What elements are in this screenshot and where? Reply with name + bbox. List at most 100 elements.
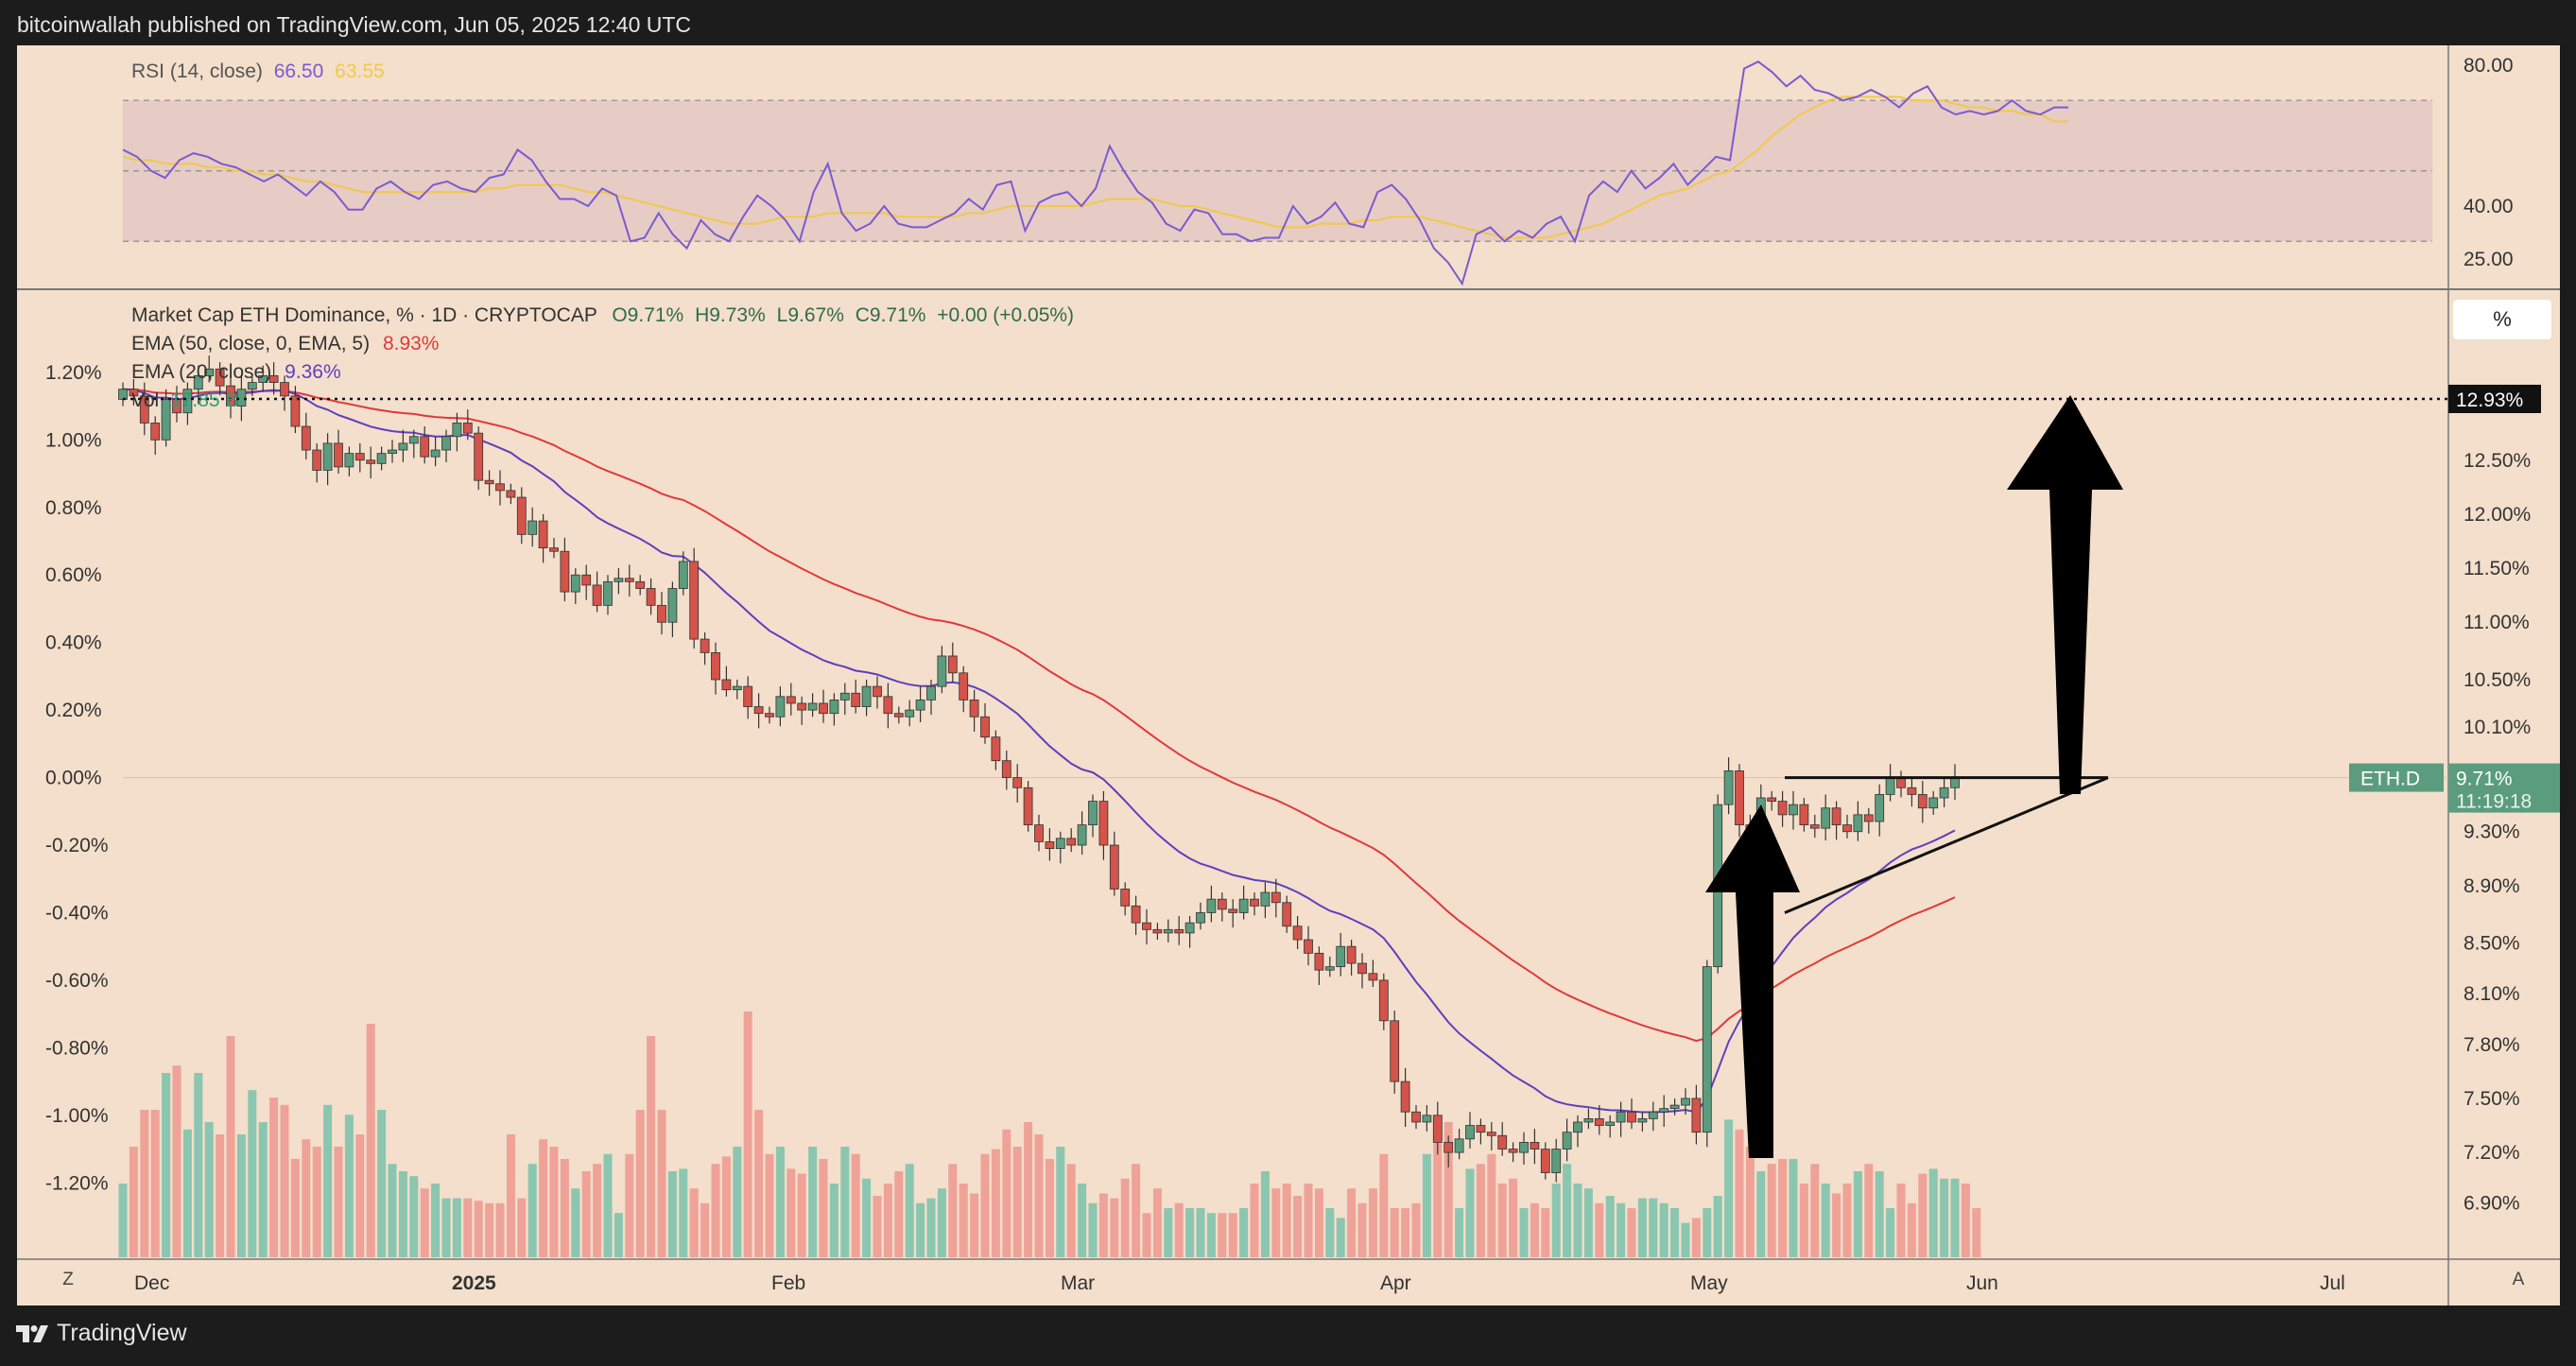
volume-bar bbox=[905, 1164, 914, 1257]
volume-bar bbox=[1132, 1164, 1141, 1257]
candle-up bbox=[344, 453, 354, 468]
volume-bar bbox=[614, 1213, 623, 1257]
volume-bar bbox=[1336, 1218, 1345, 1257]
right-axis-tick: 12.50% bbox=[2464, 450, 2531, 472]
volume-bar bbox=[344, 1115, 354, 1257]
volume-bar bbox=[1637, 1198, 1647, 1257]
left-axis-tick: 1.00% bbox=[45, 429, 102, 451]
volume-bar bbox=[765, 1153, 774, 1257]
volume-bar bbox=[1573, 1184, 1582, 1257]
volume-bar bbox=[1120, 1178, 1130, 1257]
rsi-legend-title: RSI (14, close) bbox=[131, 61, 263, 82]
volume-bar bbox=[883, 1184, 892, 1257]
chart-canvas[interactable]: 80.00 40.00 25.00 1.20% 1.00% 0.80% 0.60% 0.40%… bbox=[17, 45, 2560, 1305]
left-axis-tick: 1.20% bbox=[45, 362, 102, 384]
volume-bar bbox=[1422, 1153, 1431, 1257]
right-axis-tick: 11.50% bbox=[2464, 558, 2530, 579]
candle-down bbox=[1034, 824, 1044, 842]
candle-down bbox=[1540, 1149, 1550, 1173]
left-axis-tick: 0.80% bbox=[45, 497, 102, 519]
ema50-legend: EMA (50, close, 0, EMA, 5) 8.93% bbox=[131, 333, 439, 355]
candle-down bbox=[1799, 804, 1809, 825]
volume-bar bbox=[226, 1036, 235, 1257]
candle-down bbox=[851, 692, 861, 707]
volume-bar bbox=[1509, 1178, 1518, 1257]
candle-up bbox=[570, 574, 580, 593]
volume-bar bbox=[441, 1198, 451, 1257]
volume-bar bbox=[549, 1147, 559, 1257]
volume-bar bbox=[797, 1173, 806, 1257]
volume-bar bbox=[474, 1201, 483, 1257]
volume-bar bbox=[1196, 1208, 1205, 1257]
candle-up bbox=[322, 442, 333, 471]
candle-up bbox=[236, 389, 247, 407]
rsi-axis-tick: 25.00 bbox=[2464, 249, 2514, 270]
candle-up bbox=[527, 520, 538, 535]
volume-bar bbox=[1886, 1208, 1895, 1257]
candle-up bbox=[1336, 945, 1346, 968]
left-axis-tick: 0.40% bbox=[45, 632, 102, 654]
candle-down bbox=[1842, 824, 1852, 833]
candle-down bbox=[1131, 905, 1141, 924]
volume-bar bbox=[388, 1164, 397, 1257]
volume-bar bbox=[1357, 1202, 1367, 1257]
chart-svg[interactable]: 80.00 40.00 25.00 1.20% 1.00% 0.80% 0.60% 0.40%… bbox=[17, 45, 2560, 1305]
candle-up bbox=[829, 700, 839, 715]
volume-bar bbox=[948, 1164, 958, 1257]
volume-bar bbox=[527, 1164, 537, 1257]
volume-bar bbox=[1260, 1171, 1270, 1257]
left-axis-tick: -1.00% bbox=[45, 1105, 109, 1127]
main-legend: Market Cap ETH Dominance, % · 1D · CRYPT… bbox=[131, 304, 1074, 327]
candle-down bbox=[495, 483, 505, 492]
right-axis-tick: 7.80% bbox=[2464, 1034, 2520, 1056]
volume-bar bbox=[700, 1202, 710, 1257]
volume-bar bbox=[1250, 1184, 1259, 1257]
volume-bar bbox=[808, 1147, 818, 1257]
volume-bar bbox=[1703, 1208, 1712, 1257]
candle-down bbox=[711, 651, 720, 681]
volume-bar bbox=[1928, 1168, 1938, 1257]
rsi-axis-tick: 40.00 bbox=[2464, 196, 2514, 217]
candle-up bbox=[1422, 1115, 1432, 1123]
volume-bar bbox=[657, 1110, 666, 1257]
volume-bar bbox=[236, 1134, 246, 1257]
volume-bar bbox=[1228, 1213, 1237, 1257]
left-axis-tick: -0.80% bbox=[45, 1037, 109, 1059]
candle-up bbox=[1702, 966, 1712, 1133]
volume-bar bbox=[1078, 1184, 1087, 1257]
volume-bar bbox=[1896, 1184, 1906, 1257]
candle-up bbox=[1088, 801, 1098, 825]
ohlc-close: C9.71% bbox=[855, 304, 926, 326]
percent-scale-button[interactable]: % bbox=[2453, 300, 2551, 339]
candle-down bbox=[226, 385, 235, 407]
volume-bar bbox=[1810, 1164, 1820, 1257]
zoom-left-button[interactable]: Z bbox=[62, 1270, 74, 1289]
volume-bar bbox=[334, 1147, 343, 1257]
candle-down bbox=[538, 520, 548, 549]
candle-down bbox=[1896, 777, 1906, 788]
candle-down bbox=[1282, 902, 1292, 927]
volume-bar bbox=[970, 1193, 979, 1257]
candle-down bbox=[1152, 928, 1163, 934]
volume-bar bbox=[1519, 1208, 1529, 1257]
volume-bar bbox=[1379, 1153, 1389, 1257]
candle-up bbox=[1583, 1117, 1594, 1123]
candle-down bbox=[150, 423, 161, 441]
time-axis-tick: Dec bbox=[134, 1272, 169, 1294]
candle-down bbox=[1432, 1115, 1443, 1143]
candle-up bbox=[441, 436, 451, 451]
tradingview-brand: TradingView bbox=[57, 1320, 187, 1346]
candle-up bbox=[1206, 898, 1217, 913]
candle-up bbox=[430, 449, 441, 458]
ohlc-high: H9.73% bbox=[695, 304, 766, 326]
published-text: bitcoinwallah published on TradingView.c… bbox=[17, 12, 692, 37]
candle-up bbox=[1184, 922, 1195, 934]
volume-bar bbox=[302, 1139, 311, 1257]
volume-bar bbox=[431, 1184, 441, 1257]
left-axis-tick: -0.60% bbox=[45, 970, 109, 992]
series-title: Market Cap ETH Dominance, % · 1D · CRYPT… bbox=[131, 304, 597, 326]
tradingview-logo[interactable]: TradingView bbox=[15, 1320, 187, 1347]
volume-bar bbox=[1056, 1147, 1065, 1257]
auto-scale-button[interactable]: A bbox=[2512, 1270, 2525, 1289]
volume-value: 17.85 B bbox=[170, 389, 239, 411]
